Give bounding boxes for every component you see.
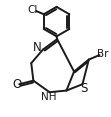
Text: S: S xyxy=(80,82,87,95)
Text: Br: Br xyxy=(97,49,108,59)
Text: Cl: Cl xyxy=(28,5,38,15)
Text: O: O xyxy=(12,78,21,91)
Text: N: N xyxy=(33,41,42,54)
Text: NH: NH xyxy=(41,92,56,102)
